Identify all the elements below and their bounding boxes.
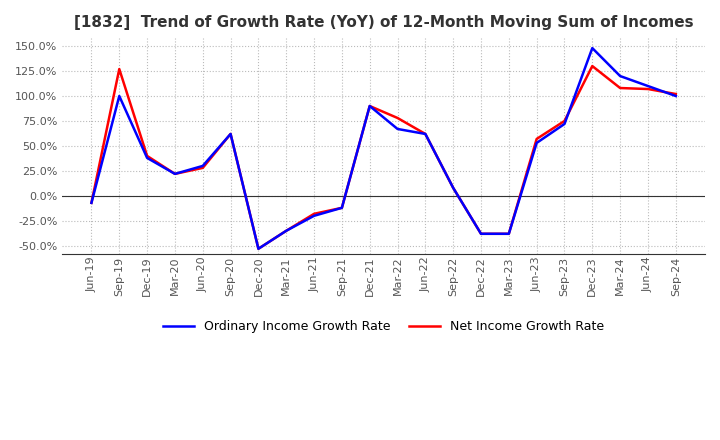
Net Income Growth Rate xyxy=(421,131,430,136)
Ordinary Income Growth Rate xyxy=(87,200,96,205)
Net Income Growth Rate xyxy=(644,86,652,92)
Legend: Ordinary Income Growth Rate, Net Income Growth Rate: Ordinary Income Growth Rate, Net Income … xyxy=(158,315,610,338)
Ordinary Income Growth Rate xyxy=(199,163,207,169)
Net Income Growth Rate xyxy=(310,211,318,216)
Title: [1832]  Trend of Growth Rate (YoY) of 12-Month Moving Sum of Incomes: [1832] Trend of Growth Rate (YoY) of 12-… xyxy=(74,15,693,30)
Ordinary Income Growth Rate xyxy=(143,155,151,161)
Line: Ordinary Income Growth Rate: Ordinary Income Growth Rate xyxy=(91,48,676,249)
Net Income Growth Rate xyxy=(365,103,374,109)
Line: Net Income Growth Rate: Net Income Growth Rate xyxy=(91,66,676,249)
Net Income Growth Rate xyxy=(115,66,124,72)
Ordinary Income Growth Rate xyxy=(449,185,457,191)
Net Income Growth Rate xyxy=(449,185,457,191)
Net Income Growth Rate xyxy=(199,165,207,171)
Net Income Growth Rate xyxy=(282,228,291,234)
Ordinary Income Growth Rate xyxy=(672,93,680,99)
Ordinary Income Growth Rate xyxy=(532,140,541,146)
Ordinary Income Growth Rate xyxy=(310,213,318,218)
Ordinary Income Growth Rate xyxy=(254,246,263,251)
Net Income Growth Rate xyxy=(254,246,263,251)
Ordinary Income Growth Rate xyxy=(644,84,652,89)
Ordinary Income Growth Rate xyxy=(616,73,624,79)
Net Income Growth Rate xyxy=(672,92,680,97)
Net Income Growth Rate xyxy=(338,205,346,210)
Net Income Growth Rate xyxy=(87,200,96,205)
Net Income Growth Rate xyxy=(226,131,235,136)
Net Income Growth Rate xyxy=(560,118,569,124)
Net Income Growth Rate xyxy=(616,85,624,91)
Net Income Growth Rate xyxy=(505,231,513,236)
Ordinary Income Growth Rate xyxy=(171,171,179,176)
Ordinary Income Growth Rate xyxy=(477,231,485,236)
Ordinary Income Growth Rate xyxy=(421,131,430,136)
Ordinary Income Growth Rate xyxy=(588,45,597,51)
Net Income Growth Rate xyxy=(393,115,402,121)
Ordinary Income Growth Rate xyxy=(393,126,402,132)
Ordinary Income Growth Rate xyxy=(226,131,235,136)
Net Income Growth Rate xyxy=(143,153,151,158)
Ordinary Income Growth Rate xyxy=(560,121,569,127)
Net Income Growth Rate xyxy=(588,63,597,69)
Ordinary Income Growth Rate xyxy=(505,231,513,236)
Net Income Growth Rate xyxy=(532,136,541,142)
Ordinary Income Growth Rate xyxy=(365,103,374,109)
Ordinary Income Growth Rate xyxy=(115,93,124,99)
Ordinary Income Growth Rate xyxy=(282,228,291,234)
Ordinary Income Growth Rate xyxy=(338,205,346,210)
Net Income Growth Rate xyxy=(477,231,485,236)
Net Income Growth Rate xyxy=(171,171,179,176)
